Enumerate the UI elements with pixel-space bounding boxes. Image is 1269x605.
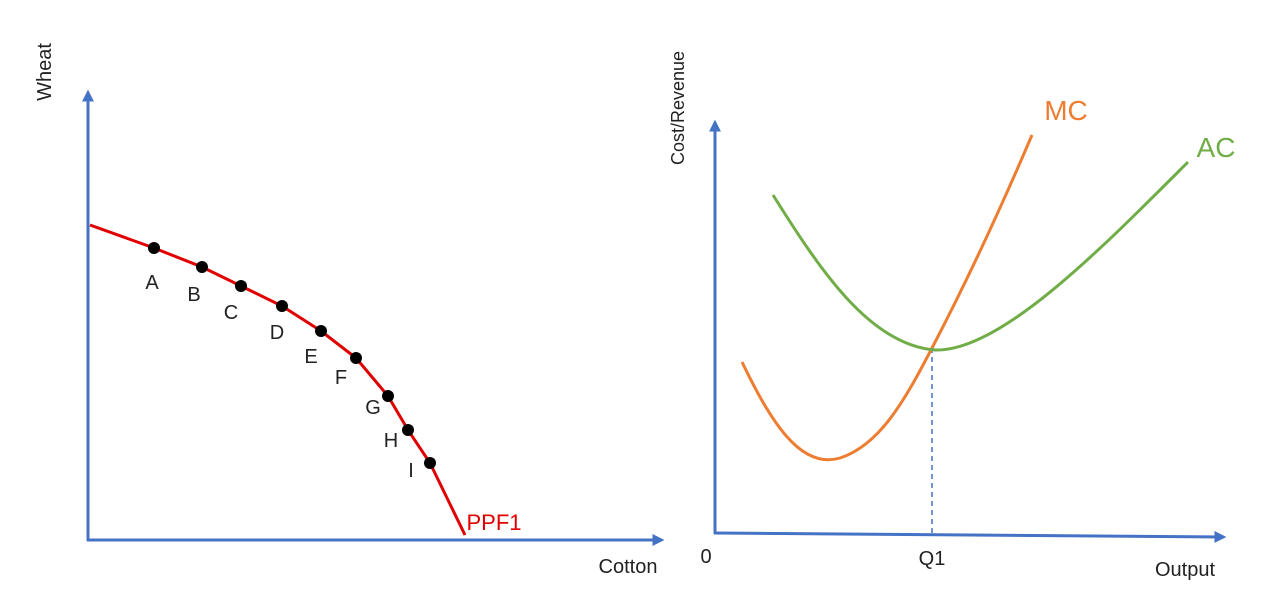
point-label: H — [384, 430, 398, 452]
point-label: A — [145, 272, 159, 294]
origin-label: 0 — [700, 546, 711, 568]
ppf-curve — [89, 223, 467, 536]
points — [148, 242, 436, 469]
point — [402, 424, 414, 436]
mc-label: MC — [1044, 95, 1088, 126]
point — [382, 390, 394, 402]
point-label: F — [335, 367, 347, 389]
point-label: G — [365, 397, 381, 419]
point — [235, 280, 247, 292]
ac-curve — [771, 160, 1190, 352]
point-label: C — [224, 302, 238, 324]
x-axis — [713, 530, 1227, 543]
point-label: E — [304, 346, 317, 368]
point — [148, 242, 160, 254]
q-label: Q1 — [919, 548, 946, 570]
point — [196, 261, 208, 273]
curve-label: PPF1 — [466, 510, 521, 535]
y-axis-label: Wheat — [34, 43, 56, 101]
x-axis-label: Cotton — [599, 556, 658, 578]
y-axis-label: Cost/Revenue — [668, 51, 688, 165]
point-label: D — [270, 322, 284, 344]
x-axis-label: Output — [1155, 559, 1215, 581]
mc-curve — [740, 134, 1034, 462]
point — [315, 325, 327, 337]
point-label: B — [187, 284, 200, 306]
point — [276, 300, 288, 312]
point-label: I — [408, 460, 414, 482]
point — [424, 457, 436, 469]
point — [350, 352, 362, 364]
ac-label: AC — [1197, 132, 1236, 163]
